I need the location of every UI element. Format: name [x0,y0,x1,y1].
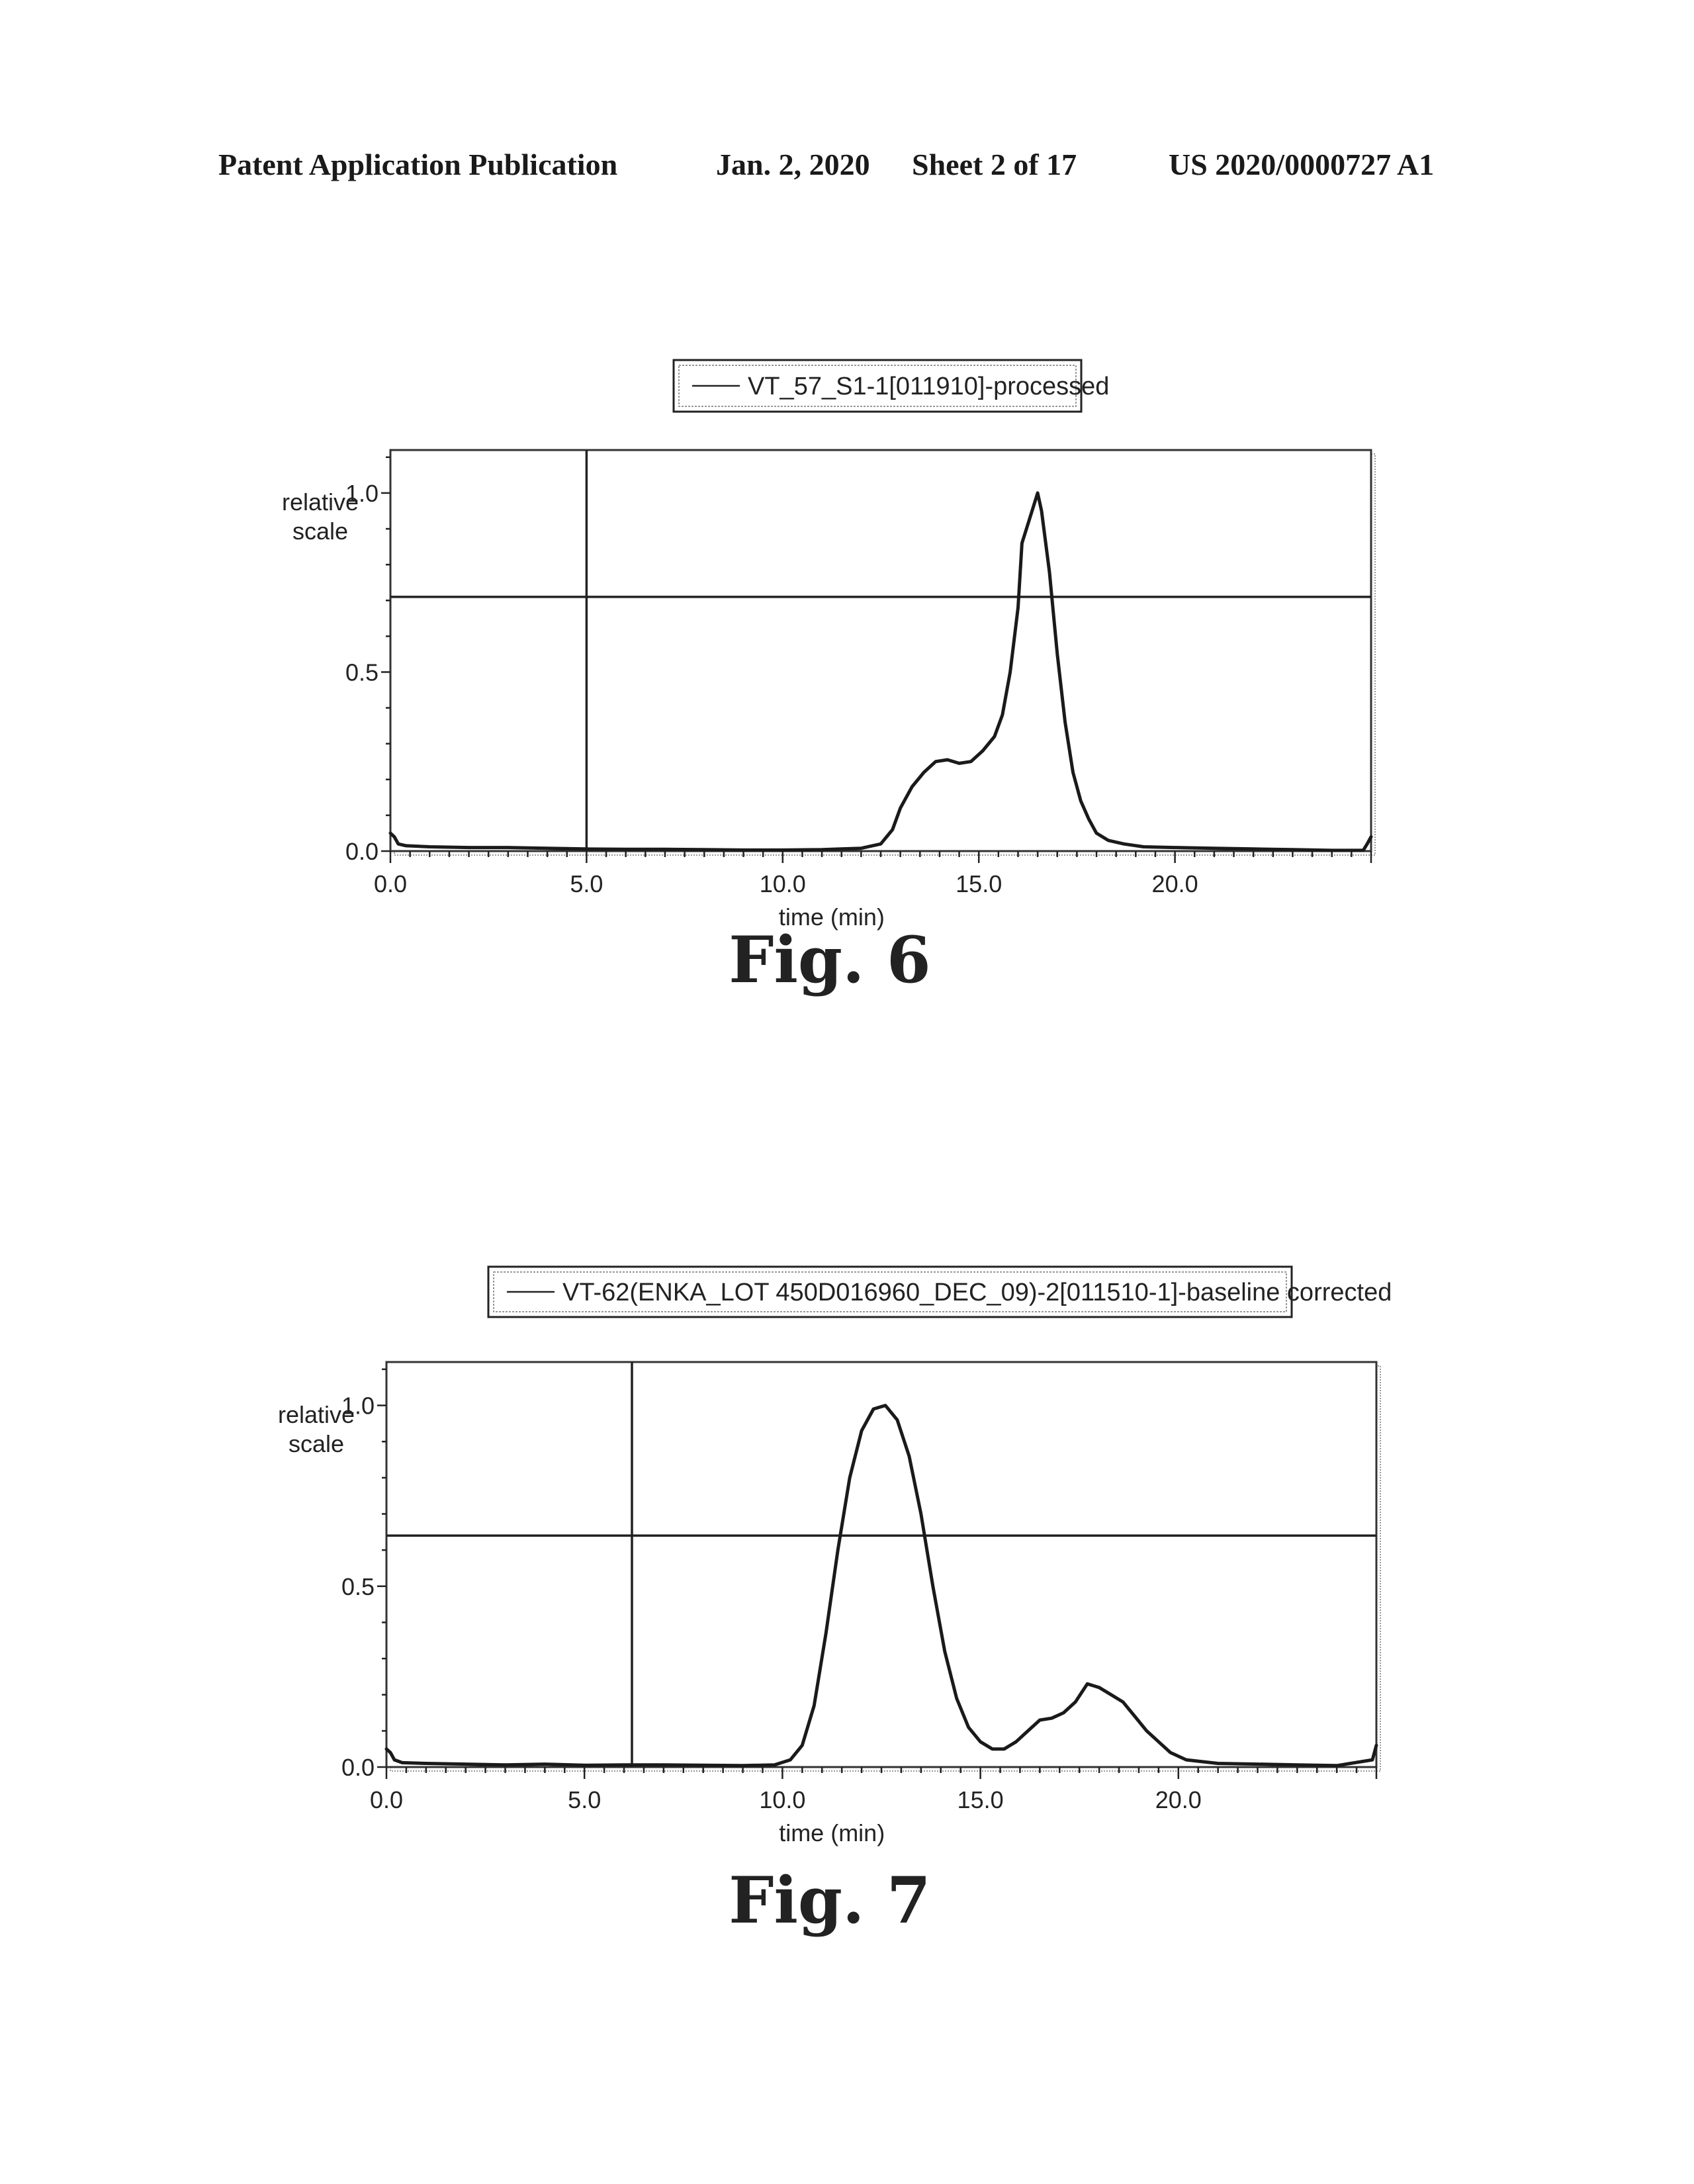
sheet-number: Sheet 2 of 17 [912,148,1077,181]
x-tick-label: 0.0 [374,870,407,897]
x-tick-label: 0.0 [370,1786,403,1813]
y-tick-label: 0.0 [341,1754,375,1781]
figure-caption: Fig. 7 [729,1863,930,1938]
y-axis-label-line: relative [282,488,359,516]
x-axis-label: time (min) [779,1819,885,1846]
x-tick-label: 20.0 [1152,870,1198,897]
legend-label: VT-62(ENKA_LOT 450D016960_DEC_09)-2[0115… [562,1279,1392,1306]
publication-label: Patent Application Publication [218,148,618,181]
x-tick-label: 15.0 [958,1786,1004,1813]
y-tick-label: 0.0 [345,838,379,865]
x-axis-label: time (min) [779,903,885,931]
y-axis-label-line: scale [289,1430,344,1457]
x-tick-label: 5.0 [568,1786,601,1813]
legend-inner-border [678,365,1077,407]
y-axis-label: relative scale [278,1401,355,1457]
plot-frame [385,1361,1378,1768]
figure-6-chart: VT_57_S1-1[011910]-processed 0.0 5.0 10.0 15… [282,359,1376,997]
chart-legend: VT_57_S1-1[011910]-processed [672,359,1109,413]
chart-legend: VT-62(ENKA_LOT 450D016960_DEC_09)-2[0115… [487,1265,1392,1318]
page-header: Patent Application Publication Jan. 2, 2… [0,147,1694,187]
figure-7-chart: VT-62(ENKA_LOT 450D016960_DEC_09)-2[0115… [278,1265,1392,1938]
chromatogram-trace [384,1404,1378,1768]
y-tick-label: 0.5 [341,1573,375,1600]
legend-label: VT_57_S1-1[011910]-processed [748,373,1109,400]
y-tick-label: 1.0 [341,1392,375,1420]
chromatogram-trace [388,491,1373,852]
x-tick-label: 5.0 [570,870,603,897]
figure-caption: Fig. 6 [729,923,930,997]
plot-frame [389,449,1372,852]
publication-date: Jan. 2, 2020 [716,148,870,181]
y-axis-label: relative scale [282,488,359,545]
y-axis-label-line: scale [292,518,348,545]
x-tick-label: 10.0 [760,870,806,897]
x-tick-label: 10.0 [759,1786,805,1813]
y-tick-label: 1.0 [345,480,379,507]
patent-number: US 2020/0000727 A1 [1169,148,1435,181]
legend-box [672,359,1083,413]
legend-inner-border [493,1271,1287,1312]
x-tick-label: 15.0 [956,870,1002,897]
y-axis-label-line: relative [278,1401,355,1428]
legend-box [487,1265,1293,1318]
y-tick-label: 0.5 [345,659,379,686]
x-tick-label: 20.0 [1155,1786,1202,1813]
